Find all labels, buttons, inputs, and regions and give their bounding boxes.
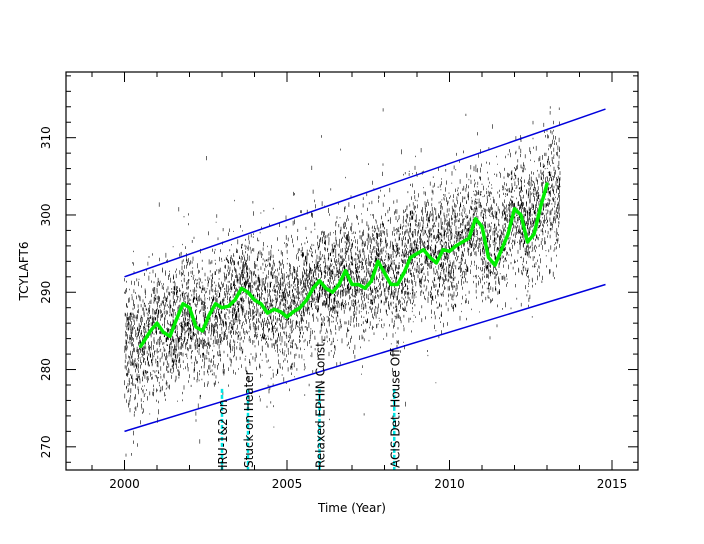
event-label: Stuck-on Heater: [242, 370, 256, 468]
axes: [65, 71, 639, 471]
y-axis-title: TCYLAFT6: [17, 242, 31, 302]
axis-labels: 2000 2005 2010 2015 270 280 290 300 310 Time (Yea…: [17, 126, 627, 515]
y-tick-label: 310: [39, 126, 53, 149]
trend-line: [138, 182, 549, 349]
x-tick-label: 2015: [597, 477, 628, 491]
x-tick-label: 2010: [434, 477, 465, 491]
event-label: IRU-1&2 on: [216, 400, 230, 468]
y-tick-label: 290: [39, 281, 53, 304]
envelope-upper-line: [124, 108, 606, 278]
scatter-points: [124, 106, 561, 457]
event-label: Relaxed EPHIN Const.: [314, 338, 328, 468]
y-tick-label: 300: [39, 204, 53, 227]
y-tick-label: 280: [39, 358, 53, 381]
envelope-lines: [124, 108, 606, 433]
y-tick-label: 270: [39, 435, 53, 458]
event-label: ACIS Det. House Off: [388, 348, 402, 468]
x-axis-title: Time (Year): [317, 501, 386, 515]
x-tick-label: 2000: [109, 477, 140, 491]
trend-smooth-fit: [138, 182, 549, 349]
scatter-point-cloud: [124, 106, 561, 457]
envelope-lower-line: [124, 283, 606, 433]
x-tick-label: 2005: [272, 477, 303, 491]
